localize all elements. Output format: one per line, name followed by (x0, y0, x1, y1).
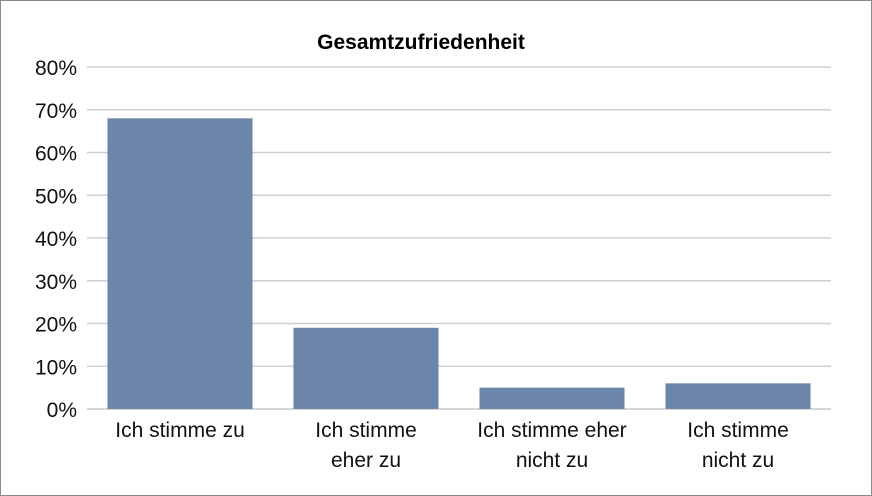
y-tick-label: 20% (35, 314, 77, 337)
x-category-label: Ich stimme (687, 419, 789, 442)
x-category-label: eher zu (331, 449, 401, 472)
bar (293, 327, 439, 409)
chart-title: Gesamtzufriedenheit (317, 31, 525, 54)
y-tick-label: 10% (35, 356, 77, 379)
y-tick-label: 70% (35, 100, 77, 123)
bars (107, 118, 811, 410)
y-tick-label: 40% (35, 228, 77, 251)
bar (665, 383, 811, 409)
bar (479, 387, 625, 409)
bar (107, 118, 253, 410)
y-tick-label: 80% (35, 57, 77, 80)
x-category-label: Ich stimme zu (115, 419, 245, 442)
y-axis-ticks: 0% 10% 20% 30% 40% 50% 60% 70% 80% (35, 57, 77, 422)
x-axis-labels: Ich stimme zu Ich stimme eher zu Ich stimme… (115, 419, 789, 472)
x-category-label: Ich stimme (315, 419, 417, 442)
y-tick-label: 0% (47, 399, 77, 422)
y-tick-label: 50% (35, 185, 77, 208)
x-category-label: Ich stimme eher (477, 419, 626, 442)
x-category-label: nicht zu (516, 449, 588, 472)
y-tick-label: 60% (35, 143, 77, 166)
y-tick-label: 30% (35, 271, 77, 294)
x-category-label: nicht zu (702, 449, 774, 472)
